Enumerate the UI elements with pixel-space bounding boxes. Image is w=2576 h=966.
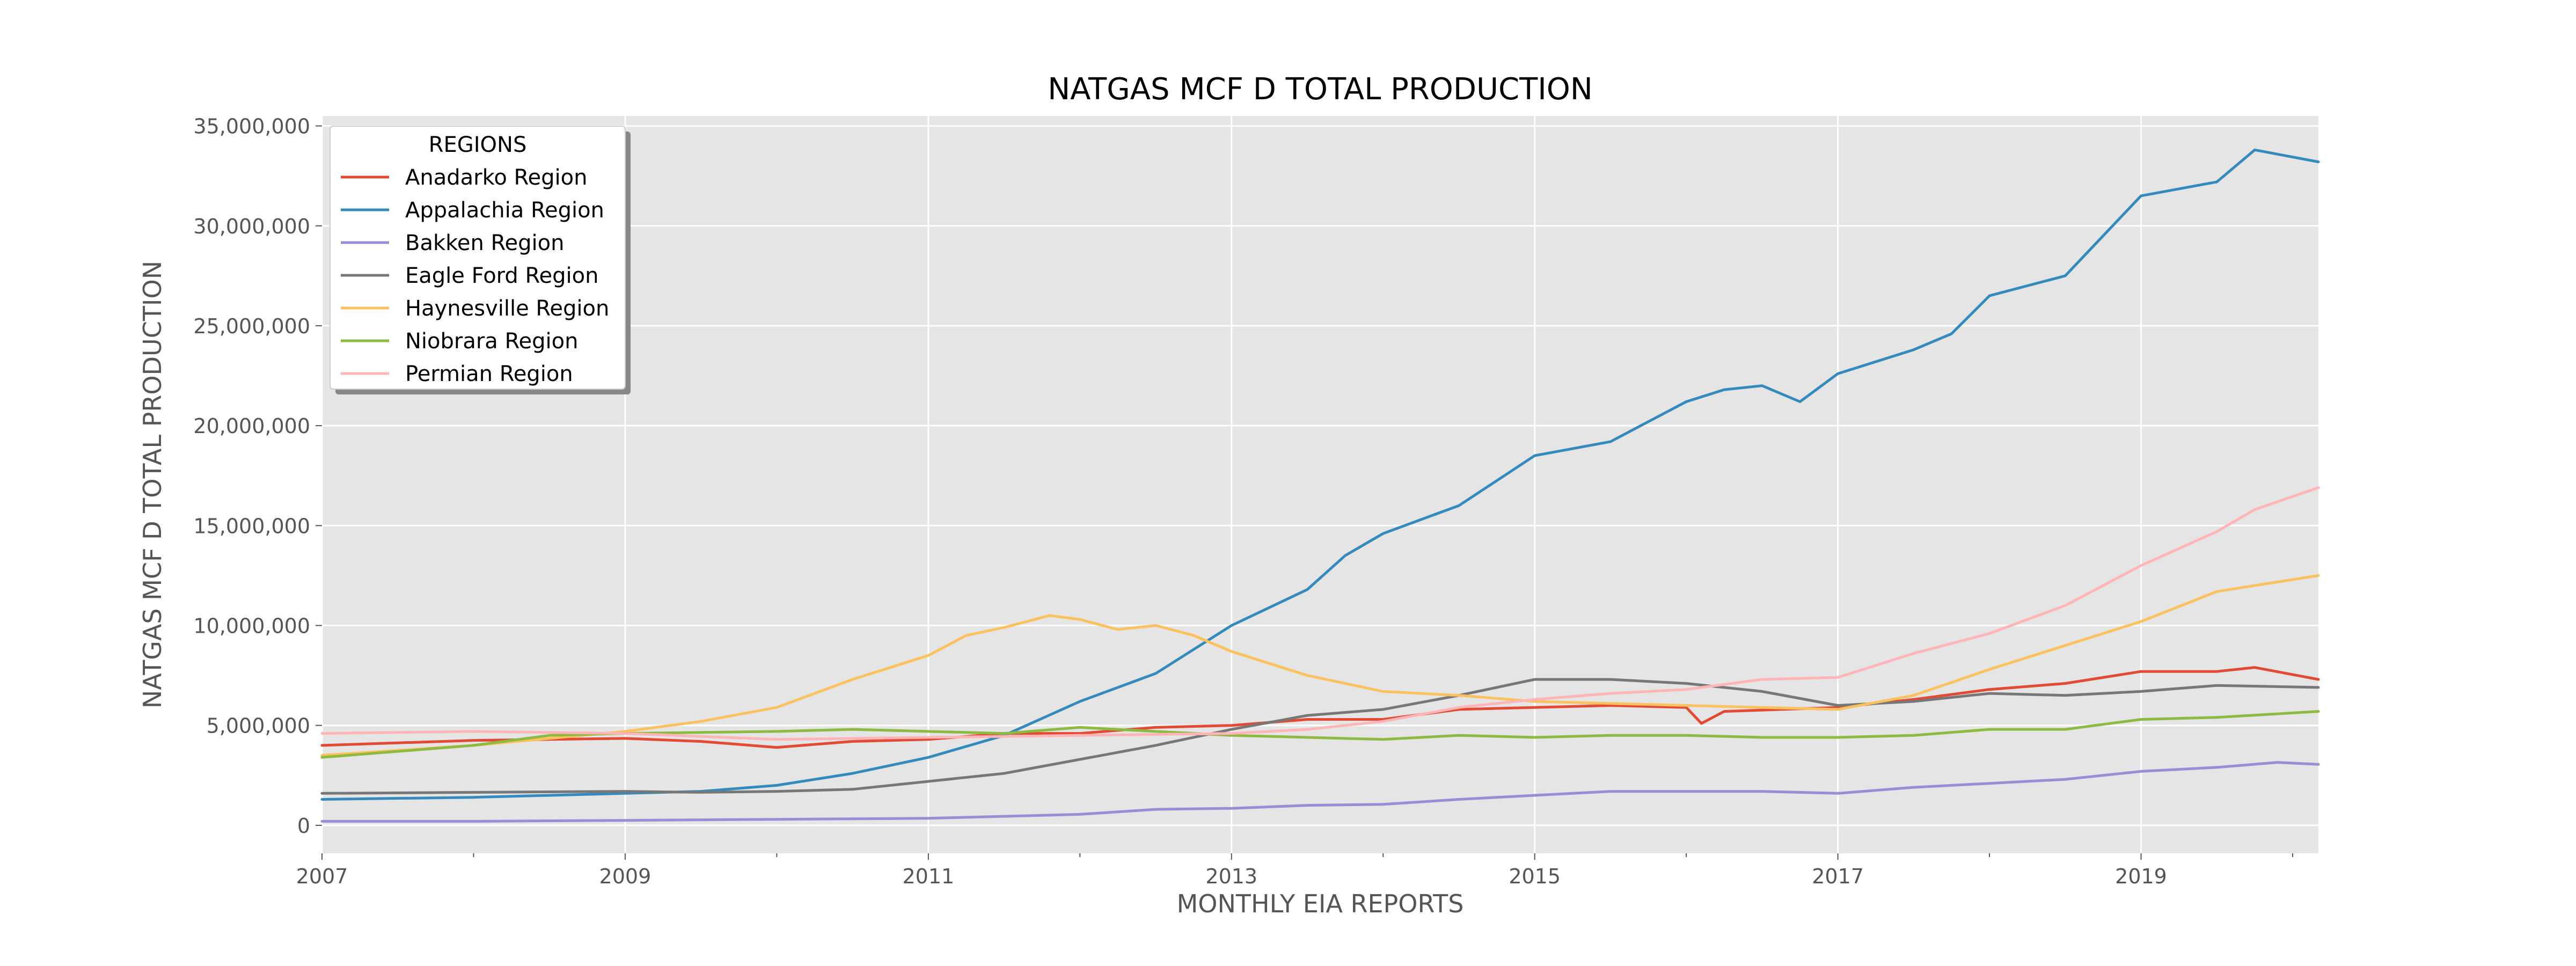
series-line-niobrara-region <box>320 710 2320 759</box>
series-lines <box>320 148 2320 823</box>
x-tick-label: 2017 <box>1812 865 1864 888</box>
legend-label: Anadarko Region <box>405 165 587 190</box>
y-tick-label: 5,000,000 <box>207 714 310 738</box>
x-tick-label: 2015 <box>1509 865 1561 888</box>
legend-items: Anadarko Region Appalachia Region Bakken R… <box>341 165 609 386</box>
legend-label: Bakken Region <box>405 231 564 255</box>
y-tick-label: 20,000,000 <box>193 414 310 438</box>
series-line-bakken-region <box>320 761 2320 823</box>
x-tick-label: 2011 <box>902 865 954 888</box>
grid-lines <box>321 116 2318 853</box>
legend-label: Niobrara Region <box>405 329 578 354</box>
y-tick-label: 10,000,000 <box>193 614 310 638</box>
series-line-eagle-ford-region <box>320 678 2320 795</box>
series-line-permian-region <box>320 486 2320 741</box>
series-line-appalachia-region <box>320 148 2320 801</box>
legend: REGIONS Anadarko Region Appalachia Region… <box>330 126 631 394</box>
axis-ticks: 0 5,000,000 10,000,000 15,000,000 20,000,000… <box>193 115 2293 888</box>
x-tick-label: 2007 <box>296 865 348 888</box>
x-tick-label: 2009 <box>599 865 652 888</box>
legend-label: Eagle Ford Region <box>405 264 598 288</box>
legend-label: Haynesville Region <box>405 296 609 321</box>
legend-label: Permian Region <box>405 362 573 386</box>
x-tick-label: 2013 <box>1205 865 1257 888</box>
y-tick-label: 0 <box>297 814 310 838</box>
y-tick-label: 30,000,000 <box>193 215 310 238</box>
series-line-haynesville-region <box>320 574 2320 757</box>
x-tick-label: 2019 <box>2115 865 2167 888</box>
y-axis-label: NATGAS MCF D TOTAL PRODUCTION <box>138 261 167 708</box>
x-axis-label: MONTHLY EIA REPORTS <box>1177 889 1464 918</box>
legend-box <box>330 126 626 390</box>
legend-title: REGIONS <box>429 133 527 157</box>
y-tick-label: 15,000,000 <box>193 514 310 538</box>
chart-title: NATGAS MCF D TOTAL PRODUCTION <box>1048 72 1593 107</box>
y-tick-label: 25,000,000 <box>193 314 310 338</box>
legend-label: Appalachia Region <box>405 198 604 223</box>
y-tick-label: 35,000,000 <box>193 115 310 138</box>
